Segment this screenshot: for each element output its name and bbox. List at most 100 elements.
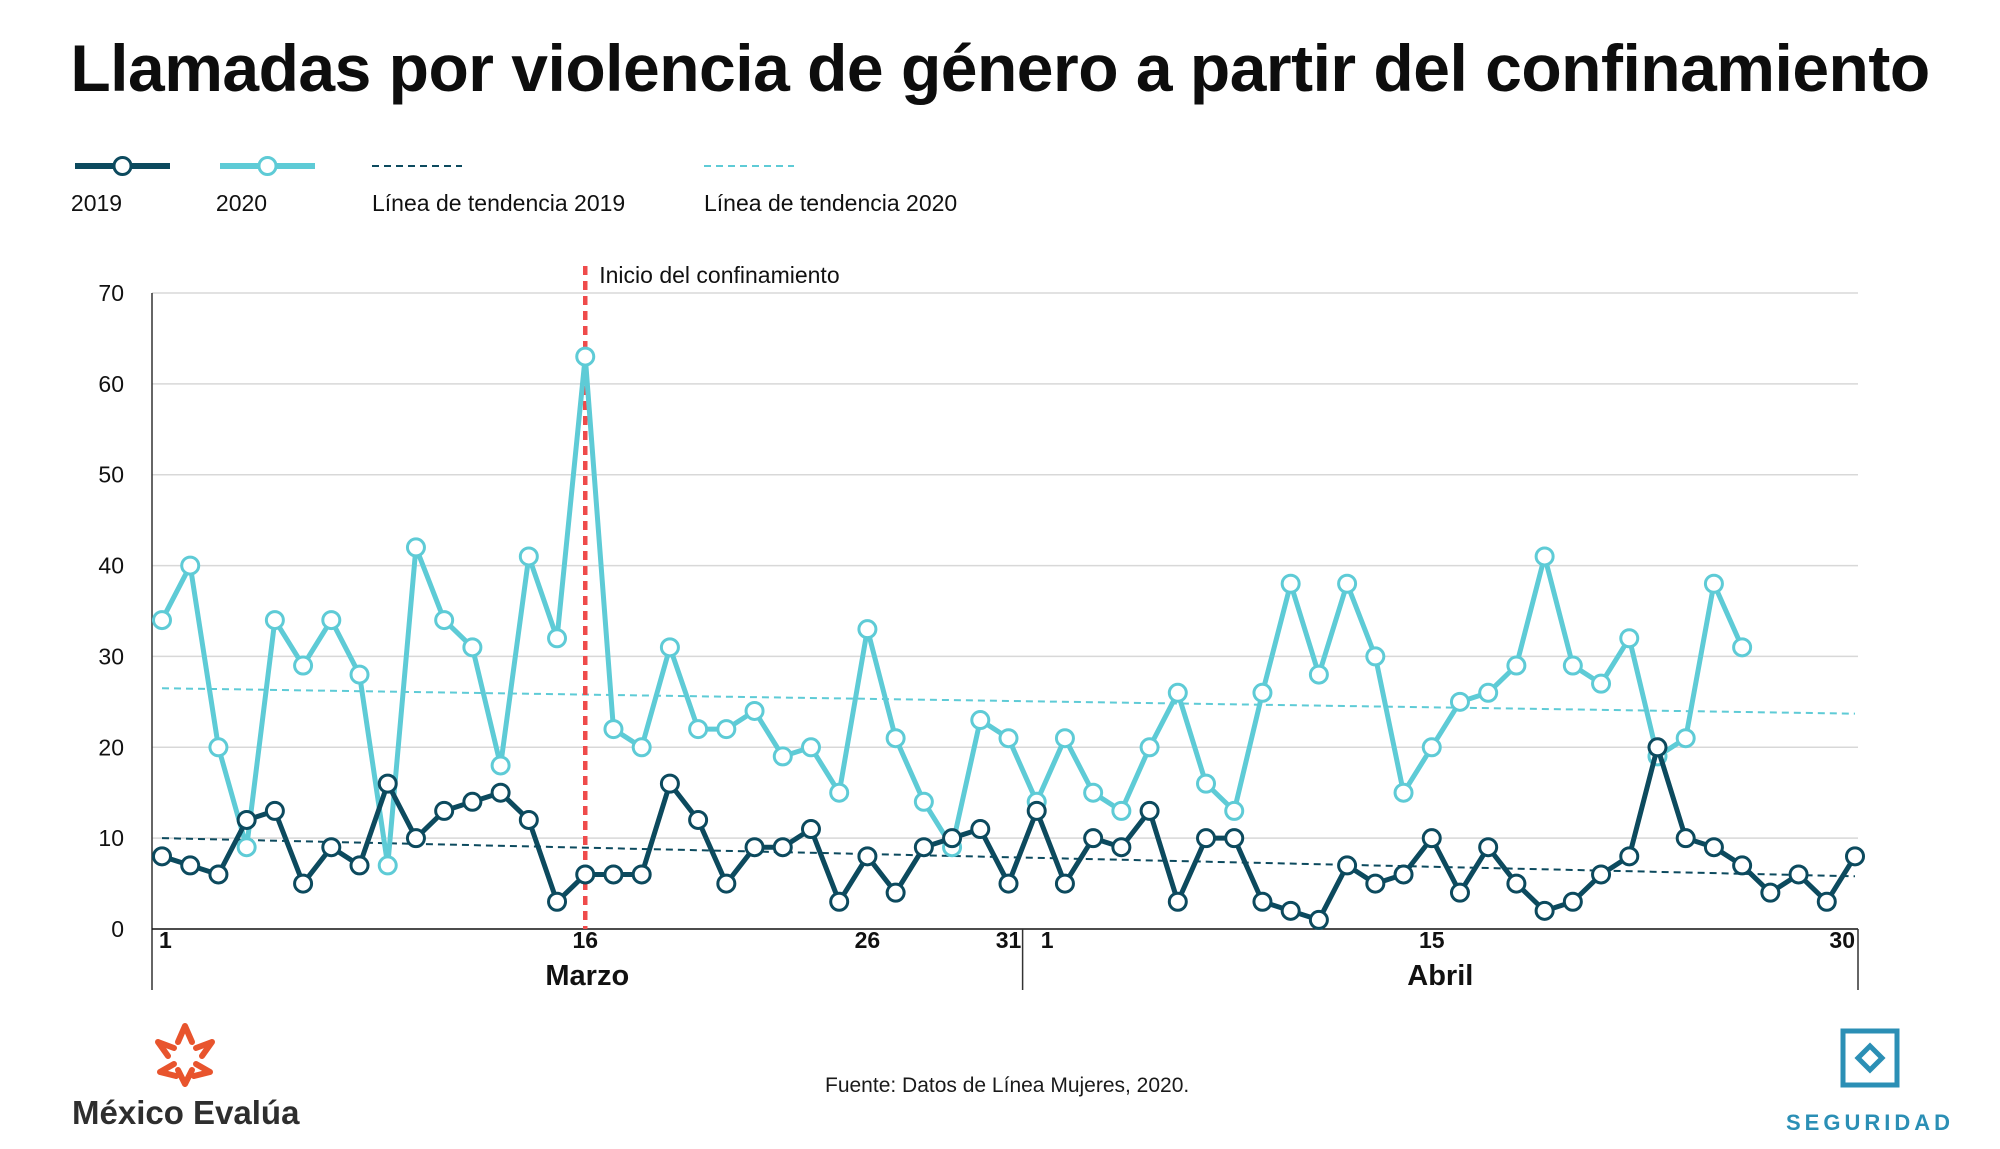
data-point-2020 (321, 610, 342, 631)
data-point-2019 (1591, 864, 1612, 885)
y-tick-label: 30 (98, 643, 124, 669)
data-point-2019 (518, 809, 539, 830)
data-point-2020 (913, 791, 934, 812)
data-point-2019 (1337, 855, 1358, 876)
data-point-2020 (236, 837, 257, 858)
data-point-2020 (772, 746, 793, 767)
lockdown-annotation: Inicio del confinamiento (599, 262, 839, 288)
data-point-2019 (1280, 900, 1301, 921)
data-point-2019 (942, 828, 963, 849)
data-point-2019 (1196, 828, 1217, 849)
data-point-2020 (688, 719, 709, 740)
data-point-2019 (1083, 828, 1104, 849)
data-point-2019 (772, 837, 793, 858)
brand-logo-text: México Evalúa (72, 1094, 300, 1131)
data-point-2020 (264, 610, 285, 631)
data-point-2019 (631, 864, 652, 885)
data-point-2019 (1449, 882, 1470, 903)
data-point-2020 (405, 537, 426, 558)
x-tick-label: 15 (1419, 927, 1445, 953)
data-point-2020 (1139, 737, 1160, 758)
data-point-2019 (1760, 882, 1781, 903)
data-point-2020 (1591, 673, 1612, 694)
data-point-2019 (1703, 837, 1724, 858)
data-point-2019 (970, 819, 991, 840)
data-point-2020 (518, 546, 539, 567)
x-tick-label: 31 (996, 927, 1022, 953)
data-point-2019 (913, 837, 934, 858)
data-point-2020 (208, 737, 229, 758)
data-point-2020 (716, 719, 737, 740)
data-point-2019 (1732, 855, 1753, 876)
data-point-2019 (1308, 909, 1329, 930)
data-point-2019 (1111, 837, 1132, 858)
data-point-2020 (1365, 646, 1386, 667)
data-point-2020 (377, 855, 398, 876)
data-point-2020 (800, 737, 821, 758)
data-point-2019 (490, 782, 511, 803)
y-tick-label: 20 (98, 734, 124, 760)
data-point-2020 (1534, 546, 1555, 567)
month-label-abril: Abril (1407, 960, 1473, 992)
series-line-2020 (159, 354, 1745, 868)
y-tick-label: 0 (111, 916, 124, 942)
data-point-2020 (1478, 682, 1499, 703)
data-point-2019 (1647, 737, 1668, 758)
data-point-2020 (1619, 628, 1640, 649)
data-point-2020 (1562, 655, 1583, 676)
data-point-2019 (1478, 837, 1499, 858)
data-point-2020 (603, 719, 624, 740)
data-point-2019 (1816, 891, 1837, 912)
data-point-2019 (236, 809, 257, 830)
data-point-2019 (1224, 828, 1245, 849)
data-point-2019 (1054, 873, 1075, 894)
data-point-2020 (1252, 682, 1273, 703)
data-point-2020 (1703, 573, 1724, 594)
data-point-2019 (1421, 828, 1442, 849)
data-point-2020 (1421, 737, 1442, 758)
data-point-2019 (547, 891, 568, 912)
data-point-2020 (1196, 773, 1217, 794)
data-point-2019 (688, 809, 709, 830)
data-point-2020 (1449, 691, 1470, 712)
y-tick-label: 70 (98, 280, 124, 306)
y-tick-label: 60 (98, 371, 124, 397)
data-point-2019 (885, 882, 906, 903)
data-point-2019 (1534, 900, 1555, 921)
data-point-2019 (829, 891, 850, 912)
legend-label: 2020 (216, 190, 267, 216)
x-tick-label: 1 (159, 927, 172, 953)
data-point-2020 (1280, 573, 1301, 594)
data-point-2019 (1026, 800, 1047, 821)
data-point-2019 (1675, 828, 1696, 849)
data-point-2020 (1732, 637, 1753, 658)
data-point-2020 (462, 637, 483, 658)
x-tick-label: 26 (855, 927, 881, 953)
x-tick-label: 30 (1829, 927, 1855, 953)
data-point-2020 (490, 755, 511, 776)
data-point-2019 (462, 791, 483, 812)
data-point-2020 (857, 619, 878, 640)
data-point-2020 (1083, 782, 1104, 803)
data-point-2019 (1845, 846, 1865, 867)
month-label-marzo: Marzo (545, 960, 629, 992)
data-point-2019 (1365, 873, 1386, 894)
chart-title: Llamadas por violencia de género a parti… (70, 31, 1930, 105)
y-tick-label: 40 (98, 553, 124, 579)
data-point-2019 (1788, 864, 1809, 885)
data-point-2020 (1337, 573, 1358, 594)
data-point-2020 (1167, 682, 1188, 703)
data-point-2019 (659, 773, 680, 794)
data-point-2020 (1675, 728, 1696, 749)
data-point-2020 (1111, 800, 1132, 821)
data-point-2019 (1252, 891, 1273, 912)
data-point-2019 (1393, 864, 1414, 885)
data-point-2019 (405, 828, 426, 849)
data-point-2019 (716, 873, 737, 894)
legend-label: 2019 (71, 190, 122, 216)
data-point-2020 (744, 700, 765, 721)
legend-swatch-marker (112, 156, 133, 176)
data-point-2020 (152, 610, 172, 631)
trendline-2019 (161, 837, 1856, 878)
